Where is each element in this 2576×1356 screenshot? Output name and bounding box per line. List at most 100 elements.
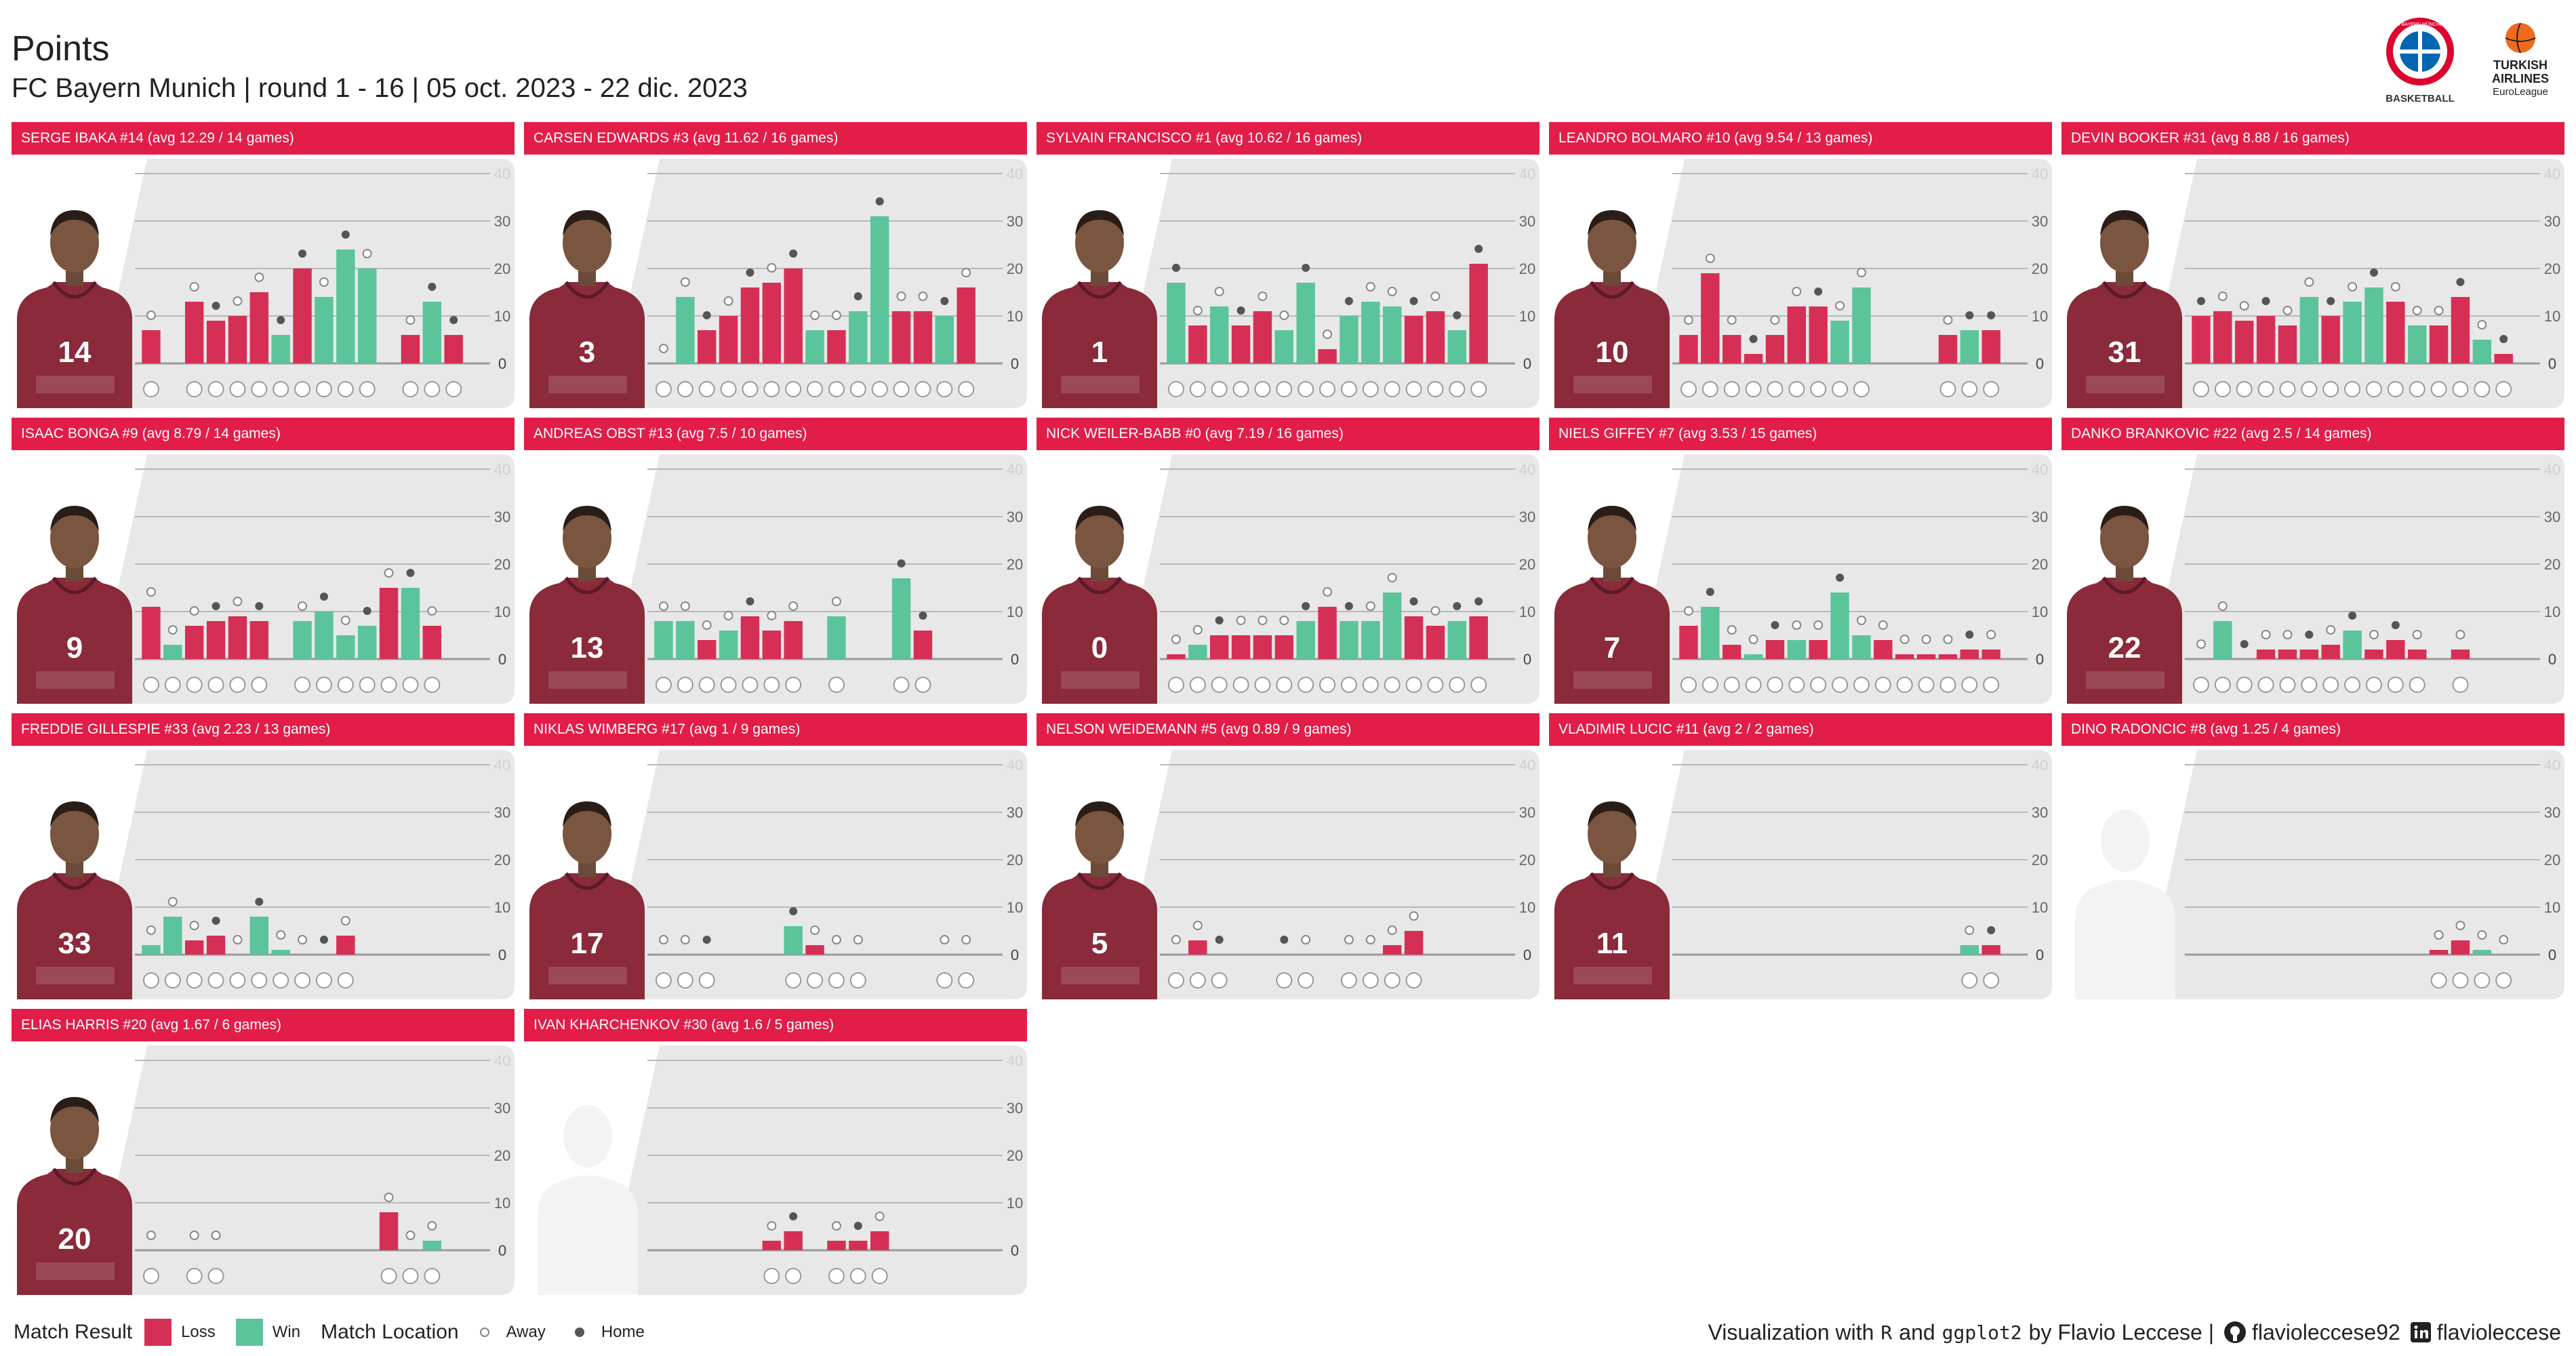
y-tick-label: 20 [1007,1147,1023,1164]
y-tick-label: 30 [1519,804,1535,821]
player-photo: 14 [17,210,132,408]
league-line3: EuroLeague [2493,86,2548,98]
opponent-logo-icon [1189,972,1206,989]
location-dot [919,612,927,620]
chart-subtitle: FC Bayern Munich | round 1 - 16 | 05 oct… [12,73,748,103]
bar [1361,621,1380,659]
panel-header: DEVIN BOOKER #31 (avg 8.88 / 16 games) [2061,122,2564,155]
opponent-logo-icon [785,972,802,989]
credits-github[interactable]: flavioleccese92 [2252,1319,2400,1344]
y-tick-label: 20 [494,852,510,869]
bar [336,250,355,363]
opponent-logo-icon [142,381,159,397]
opponent-logo-icon [207,972,224,989]
credits-linkedin[interactable]: flavioleccese [2436,1319,2561,1344]
jersey-collar [1076,281,1123,299]
location-dot [1302,602,1310,610]
panel-body: 0 10 20 30 40 14 [12,155,515,408]
y-tick-label: 10 [494,308,510,325]
y-tick-label: 20 [494,260,510,277]
credits-and: and [1899,1319,1935,1344]
player-head [1075,804,1124,864]
opponent-logo-icon [677,972,693,989]
opponent-logo-icon [807,381,824,397]
fc-bayern-logo: FC BAYERN MÜNCHEN BASKETBALL [2386,18,2455,104]
bar [1447,330,1467,363]
location-dot [788,601,799,611]
y-tick-label: 10 [2544,899,2560,916]
opponent-logo-icon [936,381,953,397]
bar [2321,645,2340,659]
player-head [1075,213,1124,273]
opponent-logo-icon [424,381,441,397]
bar [336,635,355,659]
location-dot [2391,621,2400,629]
bar [2343,302,2362,363]
y-tick-label: 10 [2544,603,2560,620]
panel-background [1630,159,2052,408]
opponent-logo-icon [273,381,289,397]
location-dot [831,597,841,606]
bar [784,926,803,955]
bar [1231,635,1251,659]
opponent-logo-icon [893,677,910,693]
panel-header: CARSEN EDWARDS #3 (avg 11.62 / 16 games) [524,122,1027,155]
bar [206,321,226,363]
y-tick-label: 0 [498,1242,506,1259]
player-jersey [1042,578,1157,704]
player-head [1588,213,1636,273]
location-dot [853,292,862,300]
opponent-logo-icon [655,972,672,989]
bar [1318,607,1337,659]
y-tick-label: 20 [2032,260,2048,277]
opponent-logo-icon [1276,381,1293,397]
y-tick-label: 30 [1007,804,1023,821]
y-tick-label: 20 [2032,556,2048,573]
bar [206,621,226,659]
opponent-logo-icon [1961,677,1978,693]
location-dot [319,277,329,287]
y-tick-label: 40 [2032,461,2048,478]
panel-background [2143,454,2564,704]
panel-body: 0 10 20 30 40 3 [524,155,1027,408]
location-dot [167,897,178,906]
bar [1404,316,1424,363]
panel-plot: 0 10 20 30 40 3 [529,159,1027,408]
location-dot [2282,306,2293,315]
player-head [2100,509,2149,568]
bar [913,631,933,659]
opponent-logo-icon [2452,972,2469,989]
player-head [50,509,99,568]
location-dot [298,935,308,944]
location-dot [1792,620,1802,630]
panel-plot: 0 10 20 30 40 [538,1045,1027,1295]
bar [2343,631,2362,659]
panel-body: 0 10 20 30 40 11 [1549,746,2052,999]
location-dot [1965,925,1975,935]
location-dot [212,917,220,925]
panel-plot: 0 10 20 30 40 1 [1042,159,1539,408]
location-dot [853,1222,862,1230]
opponent-logo-icon [337,677,354,693]
bar [357,268,377,363]
player-jersey [2067,578,2182,704]
opponent-logo-icon [958,972,975,989]
credits: Visualization with R and ggplot2 by Flav… [1708,1315,2561,1349]
opponent-logo-icon [849,972,866,989]
opponent-logo-icon [2430,972,2447,989]
player-silhouette [2075,810,2175,999]
bar [315,612,334,659]
jersey-number: 14 [58,336,92,369]
sponsor-band [1061,967,1140,984]
location-dot [1430,606,1441,616]
y-tick-label: 30 [494,1100,510,1117]
location-dot [2196,639,2206,649]
credits-lang2: ggplot2 [1941,1321,2022,1344]
location-dot [2239,301,2249,311]
opponent-logo-icon [849,1268,866,1284]
league-line1: TURKISH [2493,58,2548,72]
opponent-logo-icon [914,677,931,693]
chart-title: Points [12,29,110,68]
opponent-logo-icon [424,677,441,693]
silhouette-head [563,1105,612,1168]
